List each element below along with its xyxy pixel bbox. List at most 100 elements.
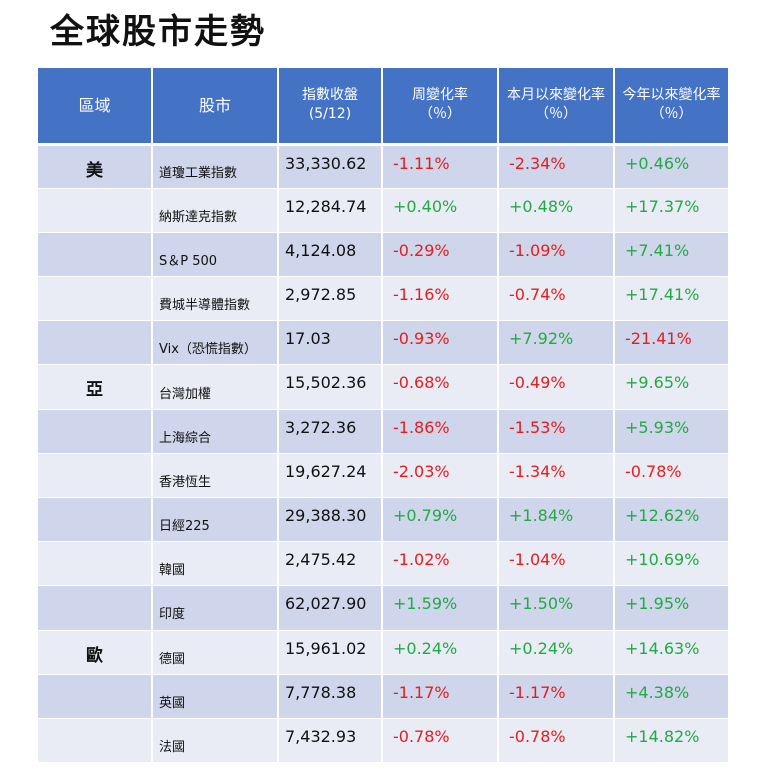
- region-cell: [38, 718, 153, 764]
- market-name-cell: 費城半導體指數: [152, 276, 279, 322]
- week-change-cell: -0.29%: [382, 232, 499, 278]
- header-month-unit: （％）: [535, 106, 577, 123]
- header-close-label: 指數收盤: [302, 87, 358, 104]
- market-name-cell: S＆P 500: [152, 232, 279, 278]
- header-close: 指數收盤 (5/12): [278, 68, 383, 146]
- market-name-cell: 納斯達克指數: [152, 188, 279, 233]
- close-value-cell: 7,778.38: [278, 674, 383, 719]
- ytd-change-cell: +4.38%: [614, 674, 728, 719]
- close-value-cell: 15,961.02: [278, 630, 383, 675]
- header-ytd-label: 今年以來變化率: [622, 87, 721, 104]
- table-row: 亞台灣加權 15,502.36 -0.68% -0.49% +9.65%: [38, 364, 728, 410]
- market-name-cell: 英國: [152, 674, 279, 719]
- ytd-change-cell: +12.62%: [614, 497, 728, 543]
- ytd-change-cell: +7.41%: [614, 232, 728, 278]
- header-region: 區域: [38, 68, 153, 146]
- close-value-cell: 2,475.42: [278, 541, 383, 587]
- region-cell: [38, 188, 153, 233]
- table-row: 費城半導體指數 2,972.85 -1.16% -0.74% +17.41%: [38, 276, 728, 322]
- month-change-cell: -0.49%: [498, 364, 615, 410]
- page-title: 全球股市走勢: [50, 12, 266, 52]
- table-row: 香港恆生 19,627.24 -2.03% -1.34% -0.78%: [38, 453, 728, 499]
- table-row: 日經225 29,388.30 +0.79% +1.84% +12.62%: [38, 497, 728, 543]
- week-change-cell: -0.68%: [382, 364, 499, 410]
- header-ytd-unit: （％）: [650, 106, 693, 123]
- market-name-cell: 日經225: [152, 497, 279, 543]
- month-change-cell: +0.24%: [498, 630, 615, 675]
- market-name-cell: 道瓊工業指數: [152, 144, 279, 189]
- market-name-cell: 法國: [152, 718, 279, 764]
- month-change-cell: +0.48%: [498, 188, 615, 233]
- month-change-cell: +1.84%: [498, 497, 615, 543]
- week-change-cell: -1.86%: [382, 409, 499, 454]
- ytd-change-cell: +17.41%: [614, 276, 728, 322]
- region-cell: 歐: [38, 630, 153, 675]
- ytd-change-cell: +1.95%: [614, 585, 728, 631]
- header-week-unit: （％）: [419, 106, 461, 123]
- region-cell: [38, 453, 153, 499]
- week-change-cell: -1.02%: [382, 541, 499, 587]
- ytd-change-cell: +10.69%: [614, 541, 728, 587]
- header-month: 本月以來變化率 （％）: [498, 68, 615, 146]
- ytd-change-cell: +9.65%: [614, 364, 728, 410]
- close-value-cell: 17.03: [278, 320, 383, 366]
- week-change-cell: -0.93%: [382, 320, 499, 366]
- week-change-cell: -1.17%: [382, 674, 499, 719]
- week-change-cell: -2.03%: [382, 453, 499, 499]
- week-change-cell: +0.40%: [382, 188, 499, 233]
- market-name-cell: 印度: [152, 585, 279, 631]
- close-value-cell: 3,272.36: [278, 409, 383, 454]
- ytd-change-cell: -21.41%: [614, 320, 728, 366]
- table-row: 法國 7,432.93 -0.78% -0.78% +14.82%: [38, 718, 728, 764]
- table-row: 歐德國 15,961.02 +0.24% +0.24% +14.63%: [38, 630, 728, 675]
- month-change-cell: +7.92%: [498, 320, 615, 366]
- region-cell: [38, 320, 153, 366]
- close-value-cell: 7,432.93: [278, 718, 383, 764]
- region-cell: [38, 541, 153, 587]
- table-row: 上海綜合 3,272.36 -1.86% -1.53% +5.93%: [38, 409, 728, 454]
- header-close-date: (5/12): [308, 106, 352, 123]
- table-header: 區域 股市 指數收盤 (5/12) 周變化率 （％） 本月以來變化率 （％） 今…: [38, 68, 728, 146]
- month-change-cell: -1.09%: [498, 232, 615, 278]
- table-row: 美道瓊工業指數 33,330.62 -1.11% -2.34% +0.46%: [38, 144, 728, 189]
- region-cell: 美: [38, 144, 153, 189]
- market-name-cell: 上海綜合: [152, 409, 279, 454]
- week-change-cell: -1.16%: [382, 276, 499, 322]
- market-name-cell: 德國: [152, 630, 279, 675]
- week-change-cell: -0.78%: [382, 718, 499, 764]
- ytd-change-cell: -0.78%: [614, 453, 728, 499]
- month-change-cell: -0.78%: [498, 718, 615, 764]
- region-cell: [38, 232, 153, 278]
- ytd-change-cell: +0.46%: [614, 144, 728, 189]
- region-cell: [38, 585, 153, 631]
- region-cell: [38, 409, 153, 454]
- week-change-cell: +0.79%: [382, 497, 499, 543]
- table-row: 韓國 2,475.42 -1.02% -1.04% +10.69%: [38, 541, 728, 587]
- month-change-cell: -1.34%: [498, 453, 615, 499]
- region-cell: [38, 674, 153, 719]
- close-value-cell: 19,627.24: [278, 453, 383, 499]
- table-body: 美道瓊工業指數 33,330.62 -1.11% -2.34% +0.46% 納斯達克指數…: [38, 144, 728, 764]
- ytd-change-cell: +14.63%: [614, 630, 728, 675]
- market-name-cell: 香港恆生: [152, 453, 279, 499]
- close-value-cell: 4,124.08: [278, 232, 383, 278]
- table-row: Vix（恐慌指數） 17.03 -0.93% +7.92% -21.41%: [38, 320, 728, 366]
- table-row: 納斯達克指數 12,284.74 +0.40% +0.48% +17.37%: [38, 188, 728, 233]
- header-week-label: 周變化率: [412, 87, 468, 104]
- month-change-cell: +1.50%: [498, 585, 615, 631]
- global-stock-table: 區域 股市 指數收盤 (5/12) 周變化率 （％） 本月以來變化率 （％） 今…: [38, 68, 728, 764]
- month-change-cell: -2.34%: [498, 144, 615, 189]
- close-value-cell: 62,027.90: [278, 585, 383, 631]
- ytd-change-cell: +17.37%: [614, 188, 728, 233]
- market-name-cell: 台灣加權: [152, 364, 279, 410]
- week-change-cell: +1.59%: [382, 585, 499, 631]
- month-change-cell: -1.53%: [498, 409, 615, 454]
- table-row: S＆P 500 4,124.08 -0.29% -1.09% +7.41%: [38, 232, 728, 278]
- region-cell: [38, 276, 153, 322]
- region-cell: 亞: [38, 364, 153, 410]
- week-change-cell: +0.24%: [382, 630, 499, 675]
- close-value-cell: 2,972.85: [278, 276, 383, 322]
- header-ytd: 今年以來變化率 （％）: [614, 68, 728, 146]
- table-row: 英國 7,778.38 -1.17% -1.17% +4.38%: [38, 674, 728, 719]
- header-market: 股市: [152, 68, 279, 146]
